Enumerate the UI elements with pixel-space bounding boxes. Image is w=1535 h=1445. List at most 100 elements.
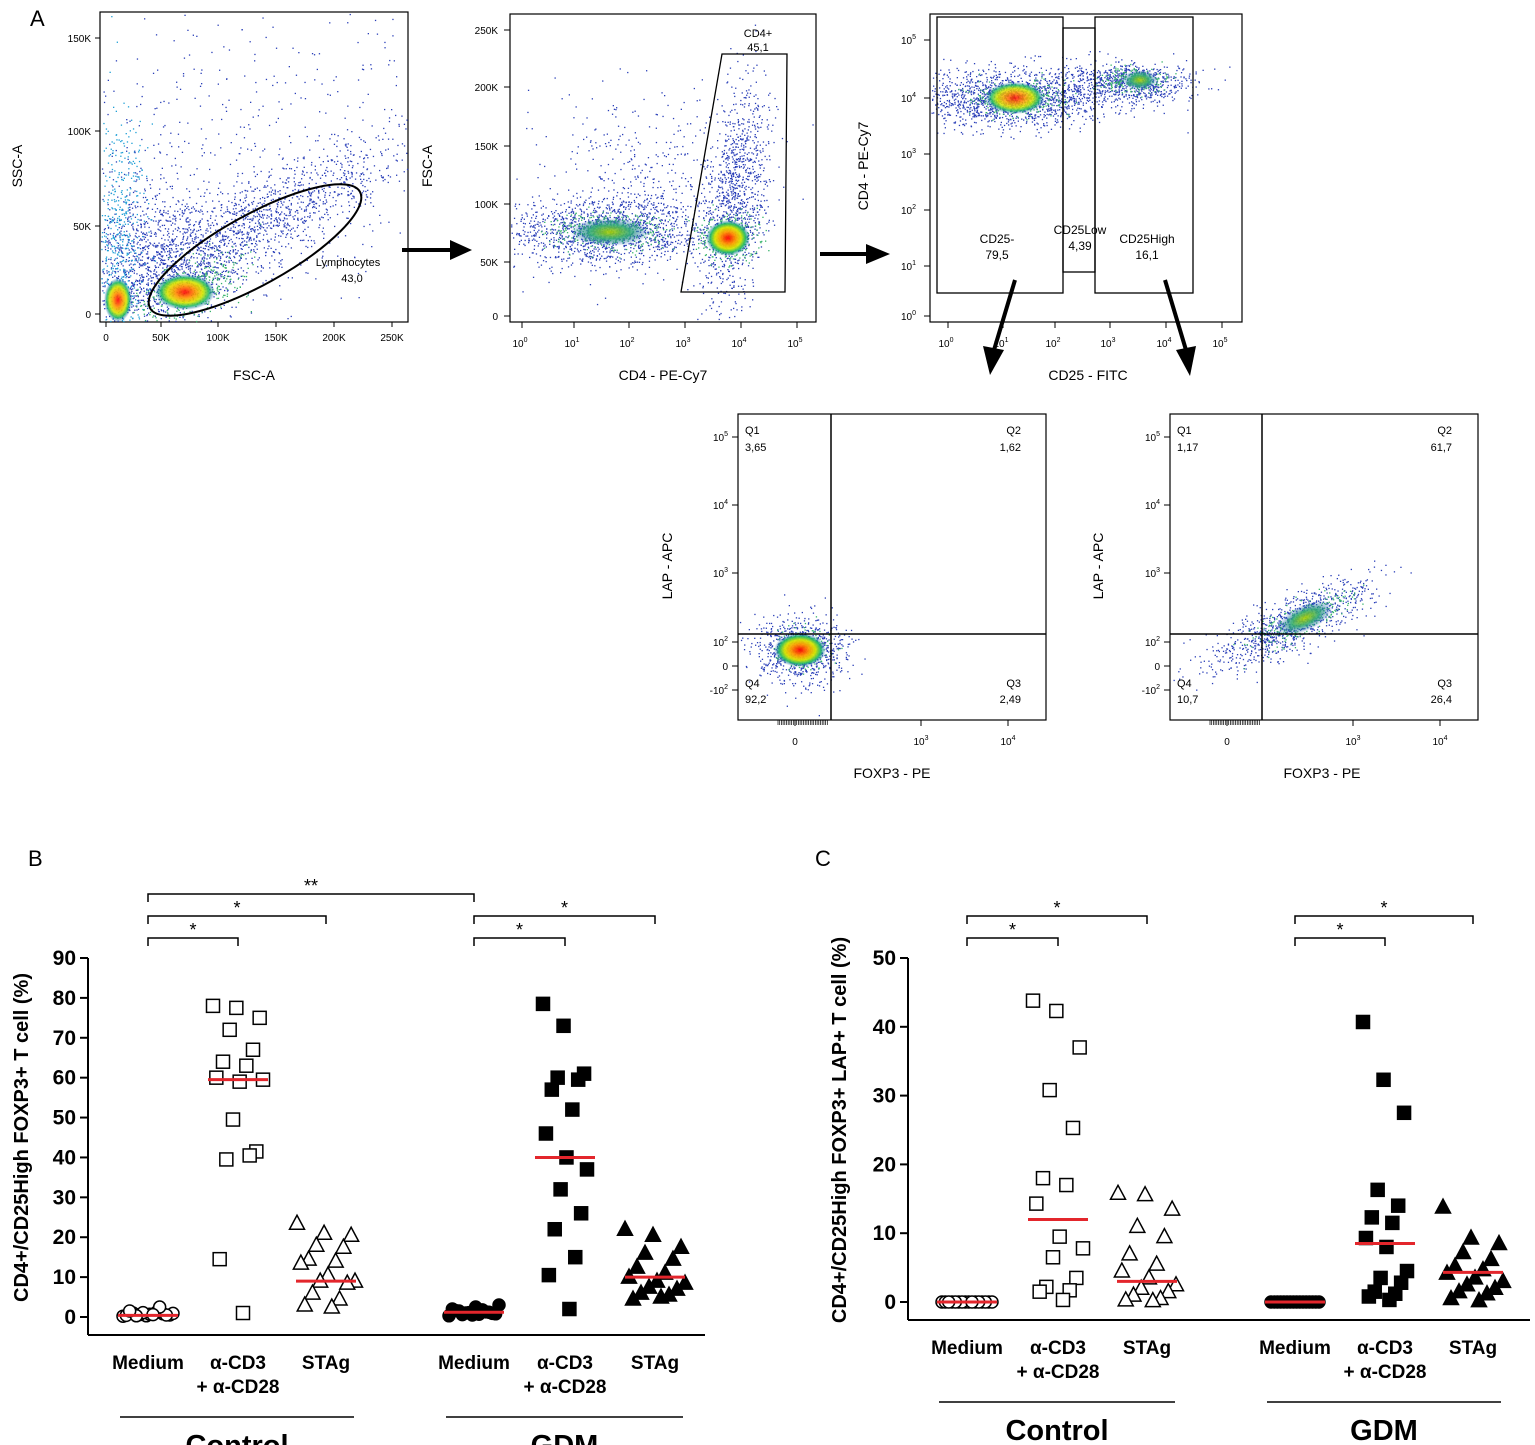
category-label: + α-CD28: [524, 1377, 607, 1398]
data-point: [1390, 1198, 1406, 1213]
x-axis-label: FSC-A: [233, 367, 276, 383]
data-point: [1035, 1170, 1051, 1186]
data-point: [648, 1271, 666, 1288]
x-tick-label: 103: [675, 337, 690, 350]
density-core: [1122, 70, 1158, 90]
data-point: [1482, 1249, 1500, 1267]
category-label: Medium: [438, 1353, 510, 1374]
data-point: [1025, 993, 1041, 1008]
data-point: [579, 1162, 595, 1177]
data-point: [229, 1000, 244, 1016]
data-point: [1490, 1233, 1508, 1251]
data-point: [342, 1225, 360, 1242]
data-point: [219, 1152, 234, 1167]
data-point: [553, 1182, 568, 1197]
flow-events: [101, 13, 409, 323]
dot-plot-foxp3: 0 10 20 30 40 50 60 70 80 90 CD4+/CD25High FOXP3+ …: [11, 876, 705, 1445]
significance-bracket: [1294, 915, 1474, 924]
data-point: [239, 1058, 254, 1073]
data-point: [1167, 1275, 1185, 1292]
data-point: [323, 1297, 341, 1314]
x-tick-label: 102: [1045, 337, 1060, 350]
quadrant-name: Q1: [1177, 425, 1192, 437]
y-tick-label: 103: [901, 148, 916, 161]
data-point: [628, 1257, 646, 1274]
data-point: [315, 1223, 333, 1240]
quadrant-value: 92,2: [745, 694, 766, 706]
data-point: [573, 1206, 589, 1221]
data-point: [652, 1287, 670, 1304]
y-tick-label: 0: [722, 662, 728, 673]
x-tick-label: 104: [1000, 735, 1015, 748]
x-tick-label: 103: [913, 735, 928, 748]
data-point: [232, 1074, 247, 1089]
x-tick-label: 105: [787, 337, 802, 350]
y-tick-label: 103: [1145, 567, 1160, 580]
gate-name: CD25High: [1119, 232, 1174, 246]
data-point: [1159, 1282, 1178, 1299]
data-point: [1144, 1291, 1162, 1308]
gate-value: 79,5: [985, 248, 1009, 262]
data-point: [448, 1303, 463, 1318]
data-point: [326, 1251, 345, 1268]
x-axis-label: CD4 - PE-Cy7: [619, 367, 708, 383]
data-point: [636, 1243, 654, 1260]
x-tick-label: 105: [1212, 337, 1227, 350]
significance-bracket: [966, 937, 1059, 946]
significance-label: *: [561, 898, 568, 918]
y-tick-label: 10: [53, 1266, 76, 1289]
x-tick-label: 101: [564, 337, 579, 350]
quadrant-name: Q4: [1177, 678, 1192, 690]
flow-plot-quadrant-cd25neg: Q1 3,65 Q2 1,62 Q3 2,49 Q4 92,2 0 103 104 …: [659, 413, 1047, 781]
data-point: [562, 1301, 577, 1317]
category-label: + α-CD28: [1344, 1362, 1427, 1383]
x-tick-label: 0: [792, 737, 798, 748]
x-tick-label: 150K: [264, 333, 288, 344]
y-tick-label: 50: [873, 947, 896, 970]
data-point: [1470, 1291, 1488, 1308]
category-label: + α-CD28: [1017, 1362, 1100, 1383]
data-point: [1032, 1284, 1047, 1299]
y-tick-label: 0: [85, 310, 91, 321]
density-core: [104, 278, 132, 322]
x-tick-label: 200K: [322, 333, 346, 344]
data-point: [472, 1307, 486, 1321]
data-point: [1163, 1199, 1181, 1216]
data-point: [1132, 1278, 1150, 1295]
y-axis-label: LAP - APC: [659, 533, 675, 600]
x-tick-label: 250K: [380, 333, 404, 344]
y-tick-label: 101: [901, 260, 916, 273]
data-point: [212, 1251, 227, 1267]
y-tick-label: -102: [710, 684, 728, 697]
flow-plot-fsc-ssc: Lymphocytes 43,0 0 50K 100K 150K 200K 250K 0 5…: [9, 11, 409, 383]
data-point: [550, 1070, 565, 1085]
data-point: [1059, 1177, 1074, 1193]
data-point: [235, 1305, 251, 1321]
y-tick-label: 105: [901, 34, 916, 47]
flow-events: [931, 51, 1231, 140]
group-label: Control: [185, 1430, 288, 1445]
gate-name: CD4+: [744, 28, 772, 40]
x-tick-label: 104: [1432, 735, 1447, 748]
data-point: [1029, 1196, 1044, 1211]
data-point: [541, 1267, 557, 1283]
significance-bracket: [473, 937, 566, 946]
flow-events: [511, 24, 814, 321]
flow-plot-quadrant-cd25high: Q1 1,17 Q2 61,7 Q3 26,4 Q4 10,7 0 103 104 …: [1090, 413, 1479, 781]
y-tick-label: 150K: [68, 34, 92, 45]
data-point: [1355, 1014, 1371, 1030]
quadrant-name: Q1: [745, 425, 760, 437]
y-axis-label: FSC-A: [419, 144, 435, 187]
flow-plot-cd4-fsc: CD4+ 45,1 100 101 102 103 104 105 0 50K 100K 150…: [419, 13, 817, 383]
category-label: α-CD3: [537, 1353, 593, 1374]
data-point: [672, 1237, 690, 1254]
data-point: [1462, 1228, 1480, 1245]
y-tick-label: 30: [53, 1186, 76, 1209]
data-point: [1385, 1215, 1400, 1231]
y-tick-label: 105: [1145, 431, 1160, 444]
quadrant-name: Q2: [1437, 425, 1452, 437]
dot-plot-foxp3-lap: 0 10 20 30 40 50 CD4+/CD25High FOXP3+ LAP+ T c…: [829, 898, 1530, 1445]
data-point: [565, 1102, 580, 1117]
gate-value: 16,1: [1135, 248, 1159, 262]
flow-plot-frame: [1169, 413, 1479, 721]
